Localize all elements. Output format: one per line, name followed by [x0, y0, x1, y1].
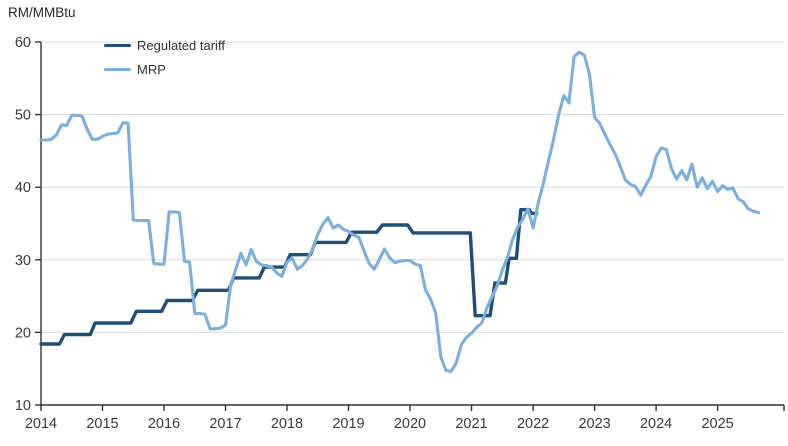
- x-tick-label: 2024: [640, 416, 672, 432]
- y-tick-label: 20: [15, 325, 31, 341]
- legend-item-mrp: MRP: [104, 63, 225, 76]
- y-tick-label: 10: [15, 398, 31, 414]
- legend-swatch-regulated-tariff: [104, 44, 131, 47]
- x-tick-label: 2018: [271, 416, 303, 432]
- x-tick-label: 2019: [332, 416, 364, 432]
- x-tick-label: 2021: [455, 416, 487, 432]
- x-tick-label: 2017: [209, 416, 241, 432]
- x-tick-label: 2020: [394, 416, 426, 432]
- x-tick-label: 2022: [517, 416, 549, 432]
- y-tick-label: 60: [15, 35, 31, 51]
- x-tick-label: 2016: [148, 416, 180, 432]
- regulated-tariff-line: [39, 207, 539, 346]
- legend-swatch-mrp: [104, 68, 131, 71]
- y-tick-label: 30: [15, 253, 31, 269]
- legend-label-mrp: MRP: [137, 62, 166, 77]
- legend-item-regulated-tariff: Regulated tariff: [104, 39, 225, 52]
- mrp-line: [39, 50, 761, 374]
- x-tick-label: 2014: [25, 416, 57, 432]
- y-axis-title: RM/MMBtu: [8, 5, 76, 20]
- legend: Regulated tariff MRP: [104, 39, 225, 76]
- y-tick-label: 50: [15, 108, 31, 124]
- x-tick-label: 2023: [578, 416, 610, 432]
- x-tick-label: 2015: [86, 416, 118, 432]
- legend-label-regulated-tariff: Regulated tariff: [137, 38, 225, 53]
- y-tick-label: 40: [15, 180, 31, 196]
- x-tick-label: 2025: [701, 416, 733, 432]
